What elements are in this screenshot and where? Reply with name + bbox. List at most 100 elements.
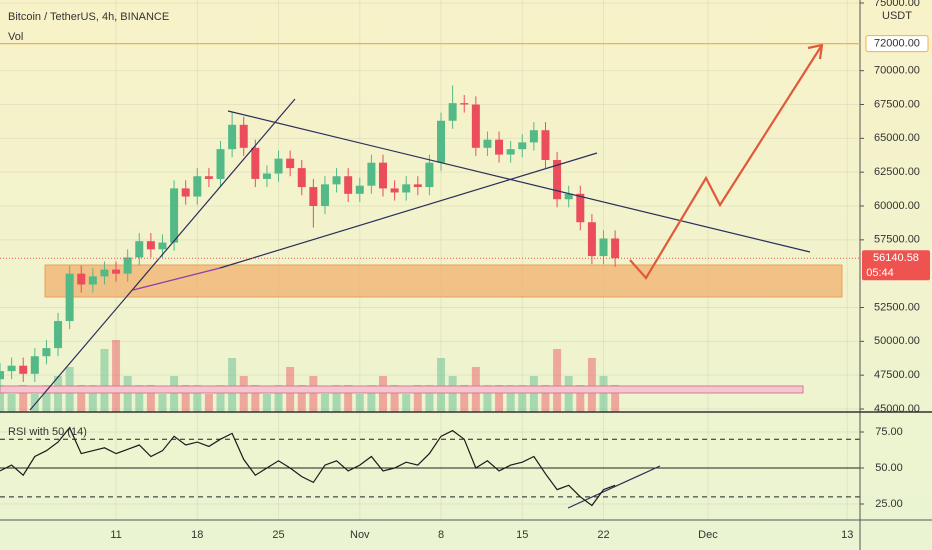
candle-body: [228, 124, 237, 150]
candle-body: [274, 158, 283, 174]
y-tick-label: 45000.00: [874, 403, 920, 415]
x-tick-label: 22: [597, 529, 609, 541]
candle-body: [402, 184, 411, 193]
candle-body: [471, 104, 480, 148]
y-tick-label: 60000.00: [874, 200, 920, 212]
rsi-tick-label: 25.00: [875, 498, 903, 510]
candle-body: [587, 222, 596, 257]
volume-bar: [553, 349, 562, 412]
y-tick-label: 57500.00: [874, 234, 920, 246]
candle-body: [158, 242, 167, 250]
x-tick-label: Nov: [350, 529, 370, 541]
volume-bar: [42, 385, 51, 412]
volume-bar: [146, 385, 155, 412]
candle-body: [170, 188, 179, 243]
volume-bar: [54, 376, 63, 412]
rsi-tick-label: 50.00: [875, 462, 903, 474]
volume-bar: [367, 385, 376, 412]
volume-bar: [170, 376, 179, 412]
volume-bar: [344, 385, 353, 412]
candle-body: [344, 176, 353, 194]
y-tick-label: 75000.00: [874, 0, 920, 9]
volume-bar: [7, 394, 16, 412]
volume-bar: [599, 376, 608, 412]
candle-body: [425, 162, 434, 188]
rsi-trendline: [567, 465, 661, 509]
rsi-tick-label: 75.00: [875, 426, 903, 438]
volume-bar: [587, 358, 596, 412]
volume-bar: [529, 376, 538, 412]
candle-body: [390, 188, 399, 193]
volume-bar: [355, 394, 364, 412]
candle-body: [204, 176, 213, 179]
volume-bar: [0, 385, 4, 412]
candle-body: [541, 130, 550, 160]
volume-bar: [402, 394, 411, 412]
volume-bar: [483, 385, 492, 412]
candle-body: [553, 159, 562, 200]
volume-bar: [274, 385, 283, 412]
volume-bar: [193, 385, 202, 412]
volume-bar: [297, 385, 306, 412]
candle-body: [0, 371, 4, 380]
volume-bar: [460, 385, 469, 412]
rsi-line: [0, 426, 616, 507]
candle-body: [506, 149, 515, 155]
candle-body: [42, 348, 51, 357]
volume-bar: [204, 394, 213, 412]
chart-title: Bitcoin / TetherUS, 4h, BINANCE: [8, 11, 169, 23]
candle-body: [181, 188, 190, 197]
price-line-box: [865, 35, 929, 53]
candle-body: [309, 187, 318, 206]
candle-body: [518, 142, 527, 150]
candle-body: [88, 276, 97, 285]
volume-bar: [425, 385, 434, 412]
volume-bar: [320, 394, 329, 412]
volume-bar: [181, 385, 190, 412]
volume-label: Vol: [8, 31, 23, 43]
candle-body: [65, 273, 74, 322]
candle-body: [239, 124, 248, 148]
volume-bar: [100, 349, 109, 412]
countdown-label: 05:44: [866, 267, 894, 279]
candle-body: [611, 238, 620, 259]
y-tick-label: 47500.00: [874, 369, 920, 381]
y-tick-label: 70000.00: [874, 65, 920, 77]
arrow-head: [807, 43, 824, 60]
candle-body: [77, 273, 86, 285]
trendline: [132, 267, 221, 291]
candle-body: [19, 365, 28, 374]
candle-body: [216, 149, 225, 179]
candle-body: [564, 193, 573, 200]
candle-body: [251, 147, 260, 179]
candle-body: [297, 168, 306, 188]
candle-body: [495, 139, 504, 155]
candle-body: [100, 269, 109, 277]
volume-bar: [251, 385, 260, 412]
volume-bar: [135, 385, 144, 412]
volume-bar: [30, 394, 39, 412]
candle-body: [367, 162, 376, 186]
y-tick-label: 52500.00: [874, 301, 920, 313]
volume-bar: [611, 385, 620, 412]
volume-bar: [216, 385, 225, 412]
volume-bar: [158, 394, 167, 412]
volume-bar: [506, 385, 515, 412]
volume-bar: [378, 376, 387, 412]
candle-body: [483, 139, 492, 148]
volume-bar: [309, 376, 318, 412]
candles-layer: [0, 85, 620, 388]
volume-bar: [495, 385, 504, 412]
x-tick-label: 8: [438, 529, 444, 541]
volume-bar: [123, 376, 132, 412]
candle-body: [7, 365, 16, 372]
volume-bar: [564, 376, 573, 412]
trendline: [219, 152, 598, 269]
candle-body: [30, 356, 39, 374]
grid: [0, 0, 860, 520]
candle-body: [332, 176, 341, 185]
x-tick-label: Dec: [698, 529, 718, 541]
volume-bar: [262, 394, 271, 412]
